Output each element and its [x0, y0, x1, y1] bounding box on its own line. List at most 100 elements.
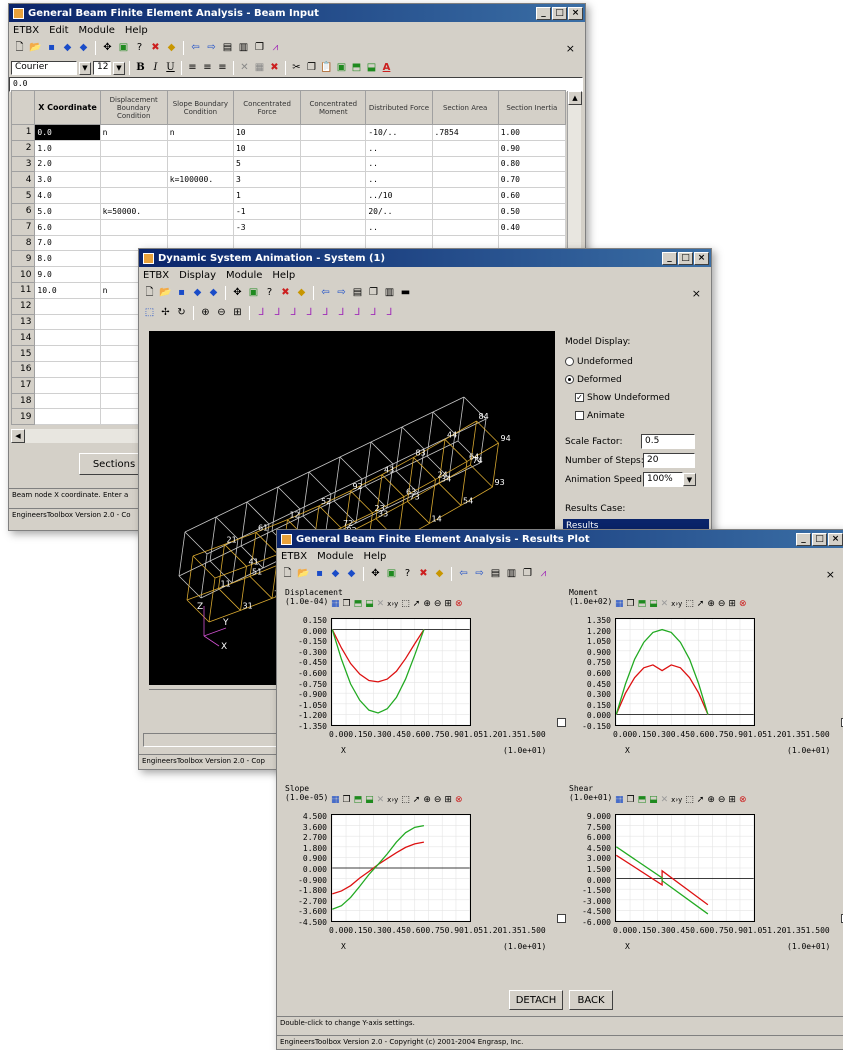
cell-dist[interactable]: ..: [365, 139, 433, 157]
cell-dist[interactable]: ..: [365, 218, 433, 236]
title-bar[interactable]: Dynamic System Animation - System (1) _ □…: [139, 249, 711, 267]
table-icon[interactable]: ▥: [384, 287, 395, 298]
zoom-in-icon[interactable]: ⊕: [423, 795, 431, 805]
cell-x[interactable]: [34, 392, 101, 410]
run-icon[interactable]: ▣: [248, 287, 259, 298]
row-number[interactable]: 7: [10, 218, 36, 236]
checkbox-icon[interactable]: [575, 411, 584, 420]
run-icon[interactable]: ▣: [386, 568, 397, 579]
zoom-out-icon[interactable]: ⊖: [217, 307, 226, 318]
save-icon[interactable]: ▪: [178, 287, 185, 298]
select-icon[interactable]: ⬚: [685, 599, 694, 609]
add-icon[interactable]: ⬒: [353, 599, 363, 609]
cell-x[interactable]: 10.0: [34, 281, 101, 299]
view-zx-icon[interactable]: ⅃: [290, 307, 297, 318]
open-icon[interactable]: 📂: [297, 568, 310, 579]
underline-icon[interactable]: U: [166, 62, 175, 73]
view-iso3-icon[interactable]: ⅃: [338, 307, 345, 318]
add-icon[interactable]: ⬒: [353, 795, 363, 805]
italic-icon[interactable]: I: [153, 62, 158, 73]
remove-icon[interactable]: ✕: [660, 599, 669, 609]
select-zoom-icon[interactable]: ⬚: [144, 307, 155, 318]
table-row[interactable]: 8 7.0: [10, 234, 567, 252]
forward-icon[interactable]: ◆: [209, 287, 218, 298]
document-icon[interactable]: ▤: [352, 287, 363, 298]
displacement-plot[interactable]: Displacement (1.0e-04) ▦ ❐ ⬒ ⬓ ✕ x›y ⬚ ➚…: [285, 588, 566, 784]
cell-disp[interactable]: [99, 218, 168, 236]
arrow-left-icon[interactable]: ⇦: [191, 42, 200, 53]
cell-disp[interactable]: [99, 171, 168, 189]
shear-plot[interactable]: Shear (1.0e+01) ▦ ❐ ⬒ ⬓ ✕ x›y ⬚ ➚ ⊕ ⊖ ⊞ …: [569, 784, 843, 980]
zoom-in-icon[interactable]: ⊕: [201, 307, 210, 318]
menu-etbx[interactable]: ETBX: [143, 269, 170, 281]
align-right-icon[interactable]: ≡: [218, 62, 227, 73]
cell-inertia[interactable]: 0.40: [497, 218, 567, 236]
cell-x[interactable]: 3.0: [34, 171, 101, 189]
col-header-slope[interactable]: Slope Boundary Condition: [166, 90, 234, 125]
row-number[interactable]: 5: [10, 187, 36, 204]
cell-x[interactable]: 0.0: [34, 124, 101, 141]
cell-slope[interactable]: [166, 187, 234, 204]
row-number[interactable]: 17: [10, 376, 36, 394]
cell-slope[interactable]: [166, 155, 234, 173]
menu-etbx[interactable]: ETBX: [13, 24, 40, 36]
arrow-right-icon[interactable]: ⇨: [207, 42, 216, 53]
cell-force[interactable]: 10: [232, 124, 302, 141]
cell-x[interactable]: [34, 408, 101, 426]
xy-icon[interactable]: x›y: [387, 796, 399, 804]
remove-icon[interactable]: ✕: [660, 795, 669, 805]
col-header-moment[interactable]: Concentrated Moment: [300, 90, 367, 125]
undeformed-radio-icon[interactable]: [565, 357, 574, 366]
export-icon[interactable]: ▦: [615, 795, 624, 805]
scroll-up-icon[interactable]: ▲: [568, 91, 582, 105]
cell-force[interactable]: -3: [232, 218, 302, 236]
row-number[interactable]: 13: [10, 313, 36, 331]
arrow-right-icon[interactable]: ⇨: [475, 568, 484, 579]
cell-dist[interactable]: ..: [365, 155, 433, 173]
arrow-right-icon[interactable]: ⇨: [337, 287, 346, 298]
moment-plot[interactable]: Moment (1.0e+02) ▦ ❐ ⬒ ⬓ ✕ x›y ⬚ ➚ ⊕ ⊖ ⊞…: [569, 588, 843, 784]
close-toolbar-icon[interactable]: ×: [691, 286, 701, 300]
col-header-x[interactable]: X Coordinate: [34, 90, 101, 125]
add-icon[interactable]: ⬒: [637, 599, 647, 609]
close-plot-icon[interactable]: ⊗: [454, 795, 463, 805]
row-number[interactable]: 12: [10, 297, 36, 315]
cell-inertia[interactable]: 0.50: [497, 202, 567, 220]
chart-icon[interactable]: ⩘: [272, 42, 279, 53]
menu-module[interactable]: Module: [78, 24, 115, 36]
plot-area[interactable]: [331, 618, 471, 726]
cell-force[interactable]: 5: [232, 155, 302, 173]
help-icon[interactable]: ?: [136, 42, 143, 53]
arrow-left-icon[interactable]: ⇦: [321, 287, 330, 298]
cell-force[interactable]: -1: [232, 202, 302, 220]
menu-help[interactable]: Help: [272, 269, 296, 281]
pointer-icon[interactable]: ➚: [696, 599, 705, 609]
plot-area[interactable]: [615, 618, 755, 726]
col-header-disp[interactable]: Displacement Boundary Condition: [99, 90, 168, 125]
save-icon[interactable]: ▪: [316, 568, 323, 579]
cell-dist[interactable]: -10/..: [365, 124, 433, 141]
document-icon[interactable]: ▤: [222, 42, 233, 53]
cell-x[interactable]: [34, 329, 101, 347]
table-row[interactable]: 7 6.0 -3.. 0.40: [10, 218, 567, 236]
stop-icon[interactable]: ✖: [281, 287, 290, 298]
move-icon[interactable]: ✥: [233, 287, 242, 298]
warning-icon[interactable]: ◆: [167, 42, 176, 53]
insert-row-icon[interactable]: ⬒: [351, 62, 362, 73]
cell-force[interactable]: 10: [232, 139, 302, 157]
row-number[interactable]: 3: [10, 155, 36, 173]
cell-area[interactable]: [431, 155, 499, 173]
cell-moment[interactable]: [300, 187, 367, 204]
new-icon[interactable]: 🗋: [145, 287, 154, 298]
xy-icon[interactable]: x›y: [387, 600, 399, 608]
show-undeformed-checkbox[interactable]: ✓ Show Undeformed: [575, 393, 670, 403]
save-icon[interactable]: ▪: [48, 42, 55, 53]
cell-dist[interactable]: ..: [365, 171, 433, 189]
speed-select[interactable]: 100%: [643, 472, 683, 487]
remove-icon[interactable]: ✕: [376, 599, 385, 609]
cell-disp[interactable]: [99, 187, 168, 204]
row-number[interactable]: 11: [10, 281, 36, 299]
back-button[interactable]: BACK: [569, 990, 613, 1010]
undeformed-radio[interactable]: Undeformed: [565, 357, 633, 367]
close-button[interactable]: ×: [694, 251, 709, 265]
